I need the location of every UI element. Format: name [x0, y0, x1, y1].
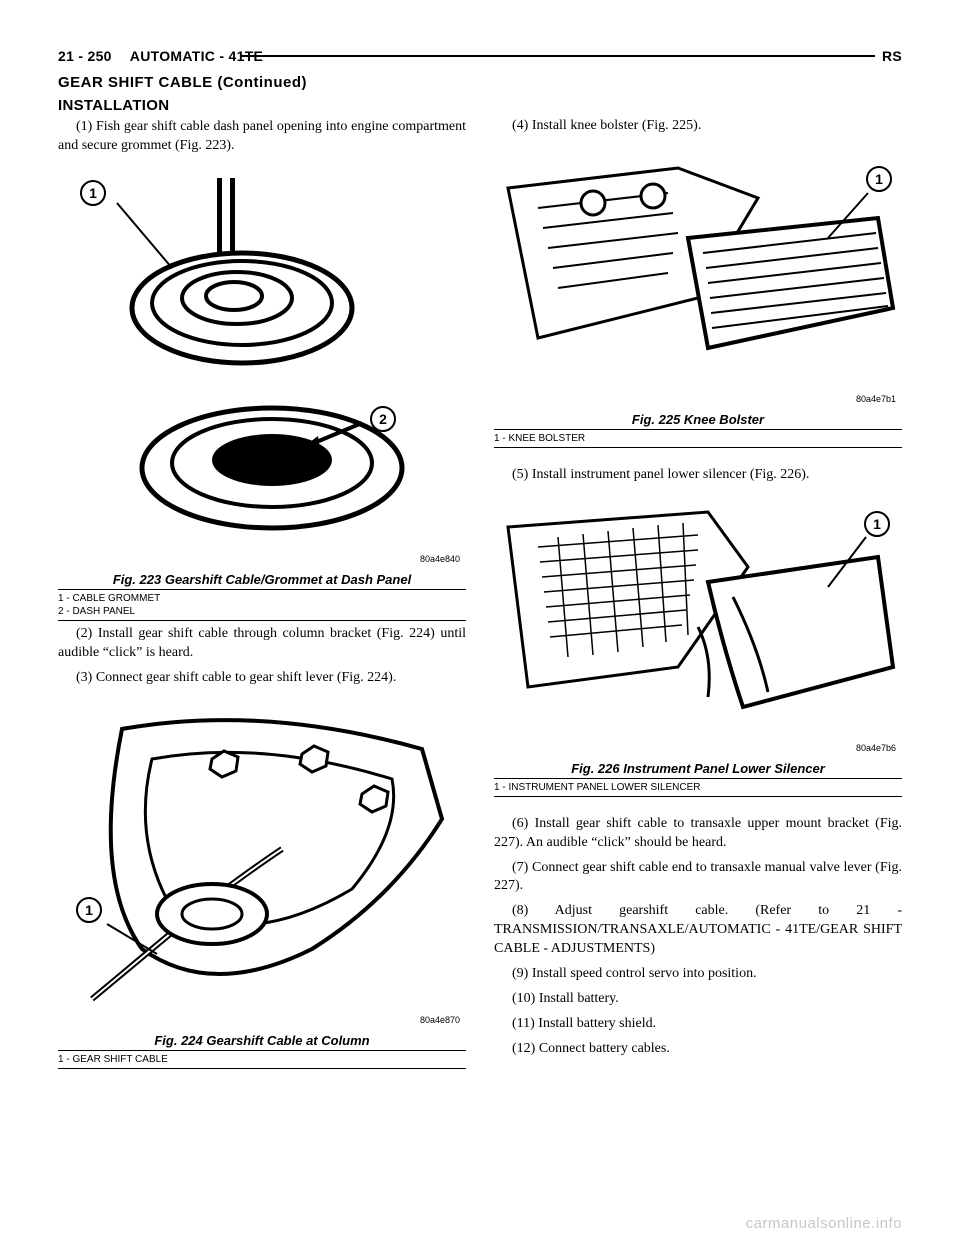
- fig-226-illustration: [494, 497, 902, 757]
- callout-1c: 1: [866, 166, 892, 192]
- step-9: (9) Install speed control servo into pos…: [494, 965, 902, 984]
- step-2: (2) Install gear shift cable through col…: [58, 625, 466, 663]
- fig-224-caption: Fig. 224 Gearshift Cable at Column: [154, 1033, 369, 1048]
- side-code: RS: [882, 48, 902, 64]
- fig-224-legend: 1 - GEAR SHIFT CABLE: [58, 1050, 466, 1069]
- page-number: 21 - 250: [58, 48, 112, 64]
- fig-225-illustration: [494, 148, 902, 408]
- left-column: INSTALLATION (1) Fish gear shift cable d…: [58, 95, 466, 1175]
- content-columns: INSTALLATION (1) Fish gear shift cable d…: [58, 95, 902, 1175]
- fig-223-illustration: [58, 168, 466, 568]
- continued-heading: GEAR SHIFT CABLE (Continued): [58, 74, 902, 91]
- figure-226: 1 80a4e7b6 Fig. 226 Instrument Panel Low…: [494, 497, 902, 797]
- fig-225-code: 80a4e7b1: [856, 394, 896, 404]
- step-3: (3) Connect gear shift cable to gear shi…: [58, 669, 466, 688]
- fig-223-code: 80a4e840: [420, 554, 460, 564]
- callout-2: 2: [370, 406, 396, 432]
- step-1: (1) Fish gear shift cable dash panel ope…: [58, 118, 466, 156]
- figure-225: 1 80a4e7b1 Fig. 225 Knee Bolster 1 - KNE…: [494, 148, 902, 448]
- callout-1d: 1: [864, 511, 890, 537]
- step-8: (8) Adjust gearshift cable. (Refer to 21…: [494, 902, 902, 959]
- watermark: carmanualsonline.info: [746, 1215, 902, 1232]
- fig-225-legend: 1 - KNEE BOLSTER: [494, 429, 902, 448]
- callout-1: 1: [80, 180, 106, 206]
- fig-224-code: 80a4e870: [420, 1015, 460, 1025]
- step-5: (5) Install instrument panel lower silen…: [494, 466, 902, 485]
- figure-224: 1 80a4e870 Fig. 224 Gearshift Cable at C…: [58, 699, 466, 1069]
- step-6: (6) Install gear shift cable to transaxl…: [494, 815, 902, 853]
- manual-page: 21 - 250 AUTOMATIC - 41TE RS GEAR SHIFT …: [0, 0, 960, 1242]
- header-rule: [240, 55, 875, 57]
- step-7: (7) Connect gear shift cable end to tran…: [494, 859, 902, 897]
- right-column: (4) Install knee bolster (Fig. 225).: [494, 95, 902, 1175]
- fig-223-legend: 1 - CABLE GROMMET 2 - DASH PANEL: [58, 589, 466, 621]
- fig-223-legend-2: 2 - DASH PANEL: [58, 605, 466, 618]
- step-12: (12) Connect battery cables.: [494, 1040, 902, 1059]
- fig-226-legend-1: 1 - INSTRUMENT PANEL LOWER SILENCER: [494, 781, 902, 794]
- fig-226-code: 80a4e7b6: [856, 743, 896, 753]
- fig-226-caption: Fig. 226 Instrument Panel Lower Silencer: [571, 761, 825, 776]
- fig-225-legend-1: 1 - KNEE BOLSTER: [494, 432, 902, 445]
- fig-226-legend: 1 - INSTRUMENT PANEL LOWER SILENCER: [494, 778, 902, 797]
- fig-225-caption: Fig. 225 Knee Bolster: [632, 412, 764, 427]
- step-4: (4) Install knee bolster (Fig. 225).: [494, 117, 902, 136]
- installation-heading: INSTALLATION: [58, 97, 466, 114]
- figure-223: 1 2 80a4e840 Fig. 223 Gearshift Cable/Gr…: [58, 168, 466, 621]
- step-10: (10) Install battery.: [494, 990, 902, 1009]
- fig-224-illustration: [58, 699, 466, 1029]
- fig-223-legend-1: 1 - CABLE GROMMET: [58, 592, 466, 605]
- fig-223-caption: Fig. 223 Gearshift Cable/Grommet at Dash…: [113, 572, 411, 587]
- fig-224-legend-1: 1 - GEAR SHIFT CABLE: [58, 1053, 466, 1066]
- step-11: (11) Install battery shield.: [494, 1015, 902, 1034]
